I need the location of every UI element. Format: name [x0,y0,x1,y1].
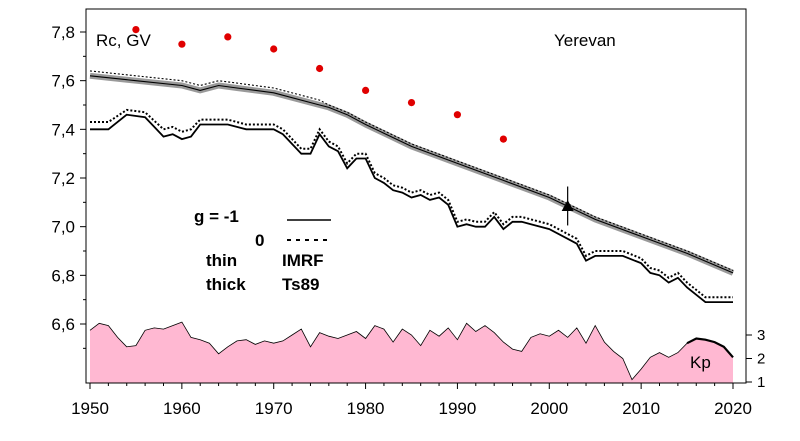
observation-point [561,186,574,226]
legend-thin: thin [206,251,237,270]
legend-ts89: Ts89 [282,275,320,294]
kp-area [89,321,734,383]
x-tick-label: 2010 [622,399,660,418]
kp-line-recent [686,337,734,359]
y-tick-label: 6,6 [51,315,75,334]
measured-point [178,40,186,48]
measured-points [132,26,507,143]
y-tick-label: 7,0 [51,218,75,237]
observation-triangle [561,199,574,211]
location-label: Yerevan [554,31,616,50]
y-axis-label: Rc, GV [96,31,151,50]
x-axis: 1950 1960 1970 1980 1990 2000 2010 2020 [71,383,752,418]
x-tick-label: 1950 [71,399,109,418]
measured-point [316,64,324,73]
y-tick-label: 7,4 [51,120,75,139]
measured-point [453,111,461,119]
x-tick-label: 1980 [347,399,385,418]
measured-point [362,86,370,94]
x-tick-label: 2020 [714,399,752,418]
series-imrf-dotted [89,70,734,272]
x-tick-label: 1990 [439,399,477,418]
series-layer [89,70,735,303]
x-tick-label: 1970 [255,399,293,418]
measured-point [407,99,416,107]
kp-fill [90,322,733,383]
y-tick-label: 6,8 [51,266,75,285]
measured-point [270,45,278,53]
y-tick-label: 7,8 [51,23,75,42]
series-ts89-solid [90,113,733,303]
series-imrf-solid [89,75,734,274]
plot-frame [85,8,747,384]
legend-imrf: IMRF [282,251,324,270]
measured-point [132,26,140,34]
kp-tick-label: 1 [757,374,765,391]
kp-line [89,321,734,381]
legend: g = -1 0 thin IMRF thick Ts89 [194,207,331,294]
kp-tick-label: 2 [757,351,765,368]
x-tick-label: 1960 [163,399,201,418]
legend-g-zero: 0 [255,231,264,250]
legend-g-minus1: g = -1 [194,207,239,226]
y-tick-label: 7,6 [51,72,75,91]
kp-label: Kp [690,353,711,372]
y-tick-label: 7,2 [51,169,75,188]
kp-tick-label: 3 [757,327,765,344]
y-axis: 6,6 6,8 7,0 7,2 7,4 7,6 7,8 [51,23,86,349]
legend-thick: thick [206,275,246,294]
x-tick-label: 2000 [530,399,568,418]
kp-axis: 1 2 3 [745,327,765,391]
series-ts89-dotted [90,108,733,299]
measured-point [224,33,232,41]
measured-point [499,135,507,143]
